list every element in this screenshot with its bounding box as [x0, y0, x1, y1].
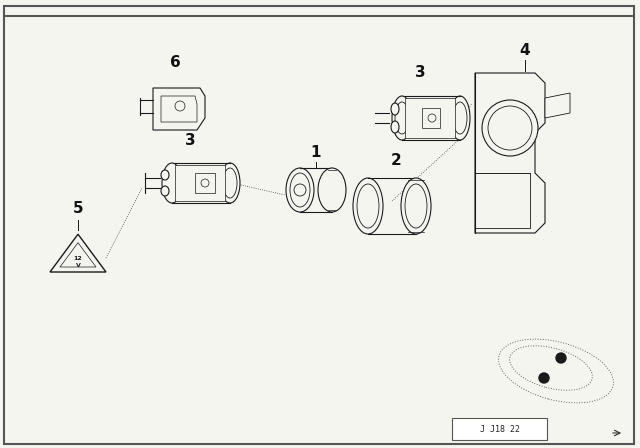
Ellipse shape [401, 178, 431, 234]
Polygon shape [175, 165, 225, 201]
Text: 3: 3 [185, 133, 195, 148]
Ellipse shape [318, 168, 346, 212]
Polygon shape [50, 234, 106, 272]
Ellipse shape [161, 170, 169, 180]
Ellipse shape [162, 163, 182, 203]
Ellipse shape [391, 103, 399, 115]
Text: J J18 22: J J18 22 [480, 425, 520, 434]
Polygon shape [545, 93, 570, 118]
Text: 3: 3 [415, 65, 426, 80]
Polygon shape [475, 173, 530, 228]
Ellipse shape [450, 96, 470, 140]
Bar [452, 418, 547, 440]
Ellipse shape [353, 178, 383, 234]
Circle shape [556, 353, 566, 363]
Polygon shape [475, 73, 545, 233]
Ellipse shape [482, 100, 538, 156]
Polygon shape [405, 98, 455, 138]
Text: 2: 2 [390, 153, 401, 168]
Ellipse shape [161, 186, 169, 196]
Text: 6: 6 [170, 55, 180, 70]
Ellipse shape [286, 168, 314, 212]
Text: 5: 5 [73, 201, 83, 216]
Text: V: V [76, 263, 81, 267]
Ellipse shape [220, 163, 240, 203]
Polygon shape [153, 88, 205, 130]
Ellipse shape [392, 96, 412, 140]
Ellipse shape [391, 121, 399, 133]
Text: 4: 4 [520, 43, 531, 58]
Text: 12: 12 [74, 255, 83, 260]
Text: 1: 1 [311, 145, 321, 160]
Circle shape [539, 373, 549, 383]
